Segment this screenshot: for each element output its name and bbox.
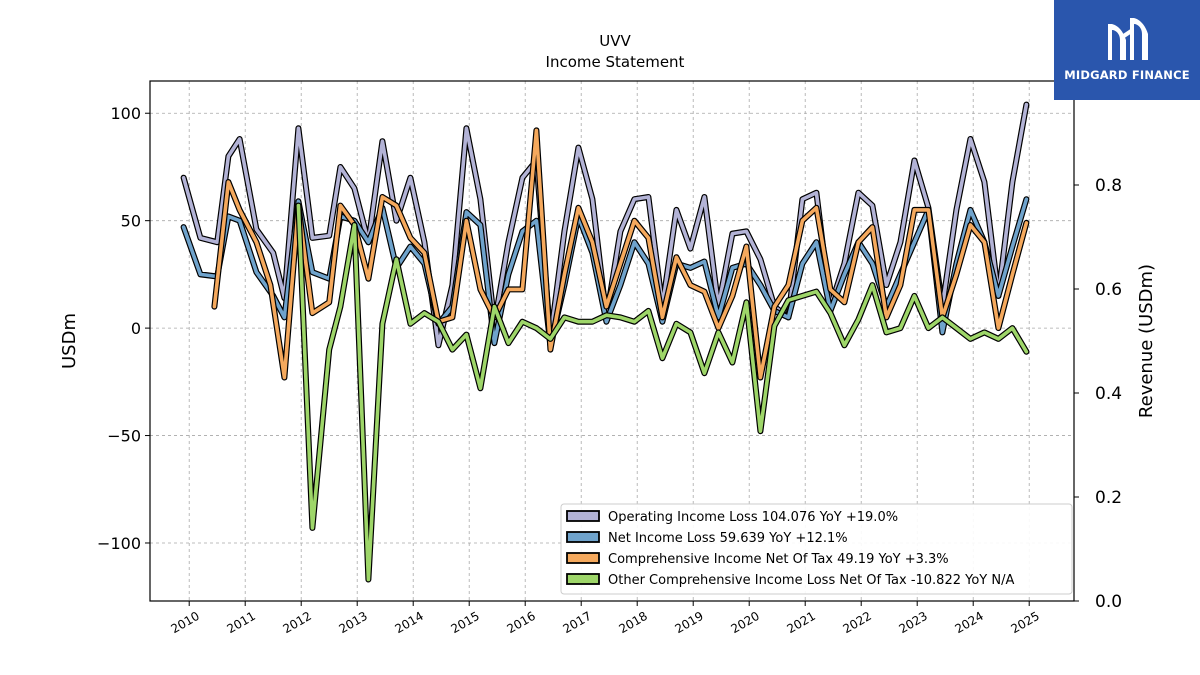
y-tick-label: 50 (121, 212, 141, 231)
y-axis-left: 100 50 0 −50 −100 (97, 104, 150, 553)
plot-frame (149, 80, 1075, 602)
legend: Operating Income Loss 104.076 YoY +19.0%… (560, 503, 1073, 595)
legend-label: Other Comprehensive Income Loss Net Of T… (608, 573, 1014, 588)
x-tick-label: 2016 (504, 609, 537, 636)
x-tick-label: 2024 (952, 609, 985, 636)
y2-axis-label: Revenue (USDm) (1136, 264, 1157, 418)
series-line-4 (295, 202, 1030, 583)
y-tick-label: −50 (107, 427, 141, 446)
brand-name: MIDGARD FINANCE (1064, 68, 1190, 82)
y-axis-label: USDm (59, 313, 80, 369)
x-tick-label: 2017 (560, 609, 593, 636)
series-line-3 (211, 127, 1030, 381)
legend-swatch (566, 552, 600, 564)
legend-label: Operating Income Loss 104.076 YoY +19.0% (608, 510, 898, 525)
legend-box (560, 503, 1073, 595)
x-tick-label: 2020 (728, 609, 761, 636)
y-tick-label: 100 (110, 104, 141, 123)
y-tick-label: −100 (97, 534, 141, 553)
y2-tick-label: 0.2 (1095, 488, 1122, 508)
y-tick-label: 0 (131, 319, 141, 338)
legend-label: Net Income Loss 59.639 YoY +12.1% (608, 531, 848, 546)
x-tick-label: 2013 (336, 609, 369, 636)
x-tick-label: 2021 (784, 609, 817, 636)
x-tick-label: 2023 (896, 609, 929, 636)
x-tick-label: 2014 (392, 609, 425, 636)
x-tick-label: 2012 (280, 609, 313, 636)
x-tick-label: 2022 (840, 609, 873, 636)
legend-label: Comprehensive Income Net Of Tax 49.19 Yo… (608, 552, 949, 567)
x-axis: 2010 2011 2012 2013 2014 2015 2016 2017 2018 2019… (168, 601, 1042, 636)
y2-tick-label: 0.8 (1095, 176, 1122, 196)
series-stroke (296, 203, 1029, 582)
x-tick-label: 2025 (1008, 609, 1041, 636)
legend-swatch (566, 510, 600, 522)
series-layer (180, 101, 1030, 583)
y2-tick-label: 0.6 (1095, 280, 1122, 300)
x-tick-label: 2018 (616, 609, 649, 636)
legend-swatch (566, 573, 600, 585)
y2-tick-label: 0.4 (1095, 384, 1122, 404)
x-tick-label: 2019 (672, 609, 705, 636)
x-tick-label: 2015 (448, 609, 481, 636)
midgard-m-logo-icon (1108, 18, 1148, 60)
series-stroke (212, 128, 1029, 380)
x-tick-label: 2010 (168, 609, 201, 636)
chart-subtitle: Income Statement (546, 53, 685, 71)
y-axis-right: 0.0 0.2 0.4 0.6 0.8 (1074, 176, 1122, 612)
brand-logo: MIDGARD FINANCE (1054, 0, 1200, 100)
y2-tick-label: 0.0 (1095, 592, 1122, 612)
legend-swatch (566, 531, 600, 543)
chart-title: UVV (599, 32, 631, 50)
x-tick-label: 2011 (224, 609, 257, 636)
